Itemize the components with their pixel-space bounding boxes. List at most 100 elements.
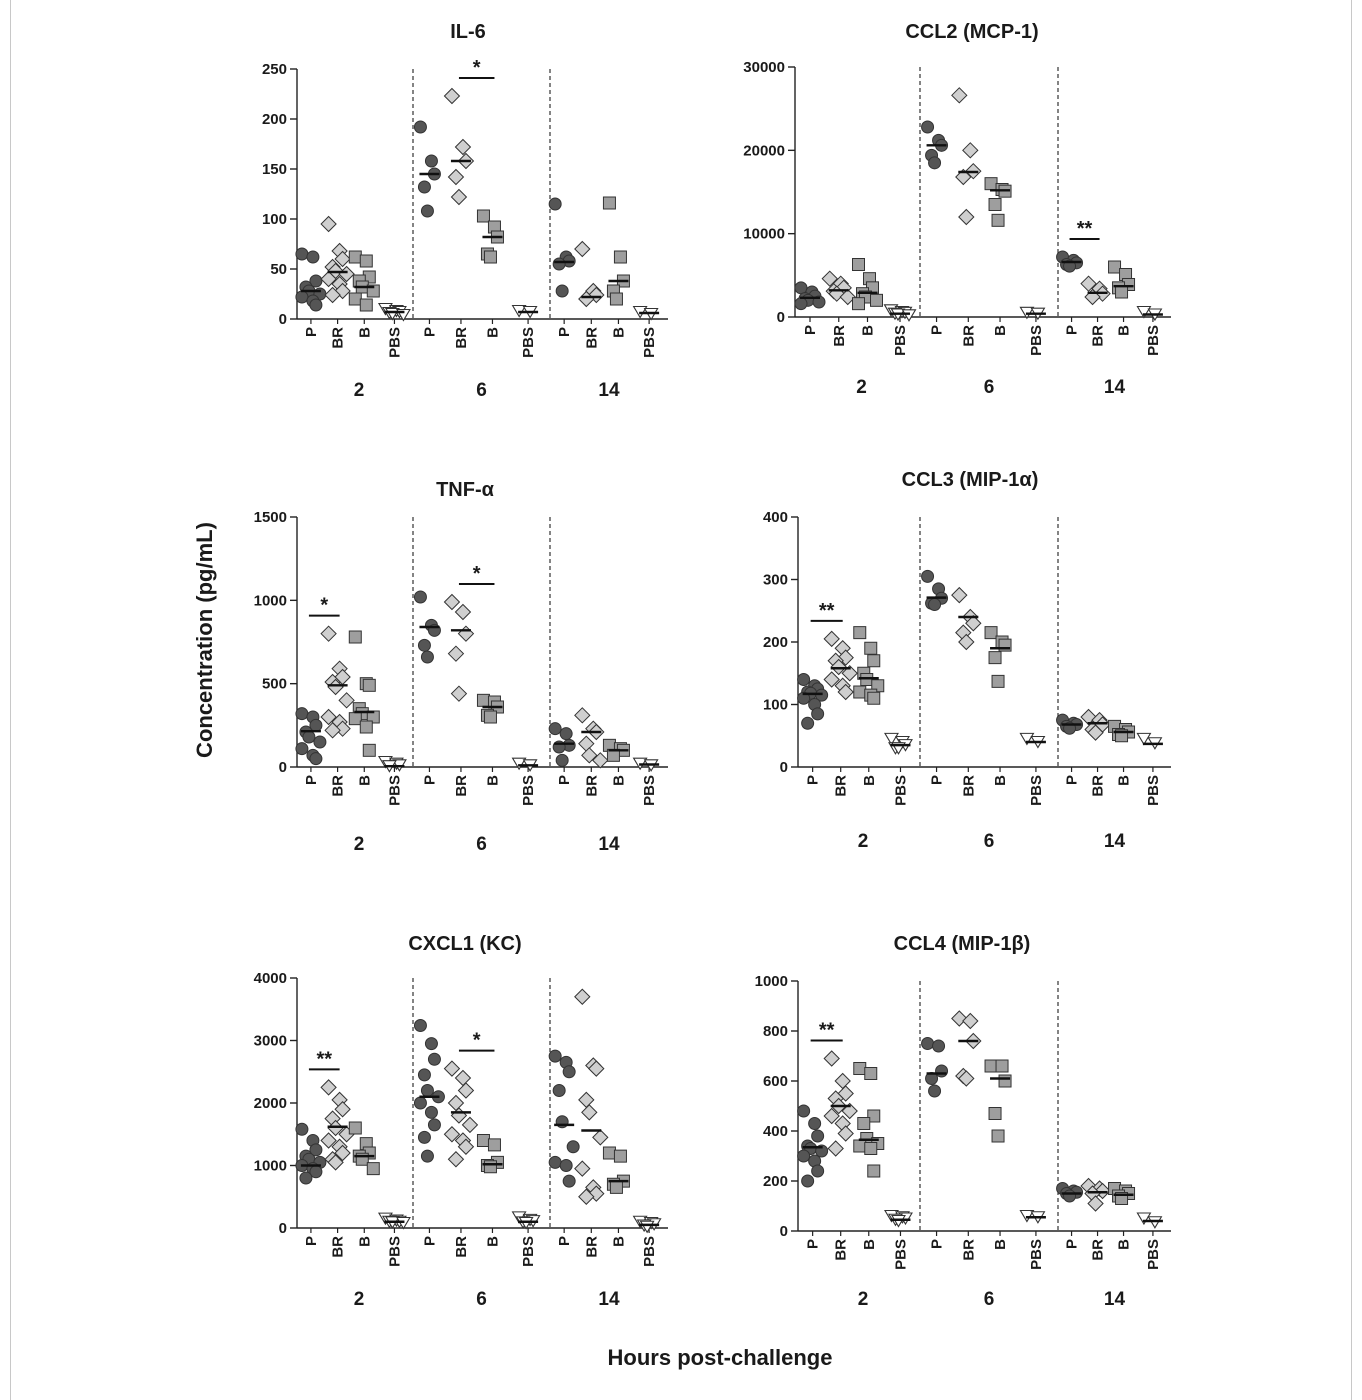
data-point [362, 678, 376, 692]
data-point [574, 707, 591, 724]
data-point [443, 87, 461, 105]
y-tick-label: 400 [763, 509, 788, 526]
timepoint-label: 6 [984, 831, 995, 852]
timepoint-label: 14 [1104, 377, 1126, 398]
y-tick-label: 100 [763, 697, 788, 714]
y-tick-label: 300 [763, 572, 788, 589]
data-point [794, 297, 808, 311]
data-point [420, 1149, 434, 1163]
data-point [483, 250, 497, 264]
data-point [1080, 275, 1097, 292]
category-label: BR [831, 325, 848, 347]
category-label: P [421, 775, 438, 785]
data-point [348, 712, 362, 726]
timepoint-label: 6 [476, 834, 487, 855]
y-tick-label: 800 [763, 1023, 788, 1040]
category-label: BR [330, 327, 347, 349]
category-label: B [1116, 775, 1133, 786]
category-label: BR [583, 1236, 600, 1258]
data-point [984, 177, 998, 191]
category-label: BR [1090, 775, 1107, 797]
data-point [574, 988, 591, 1005]
data-point [420, 1084, 434, 1097]
data-point [562, 1174, 576, 1188]
y-tick-label: 0 [279, 311, 287, 328]
data-point [417, 638, 431, 652]
data-point [548, 1049, 562, 1063]
significance-label: * [473, 57, 481, 79]
data-point [853, 1062, 867, 1075]
data-point [581, 747, 598, 764]
category-label: B [861, 1239, 878, 1250]
data-point [334, 1101, 351, 1118]
data-point [334, 250, 351, 268]
data-point [928, 1084, 942, 1098]
data-point [853, 1139, 867, 1153]
significance-label: * [473, 1030, 481, 1052]
data-point [450, 188, 468, 206]
data-point [476, 693, 490, 707]
data-point [808, 1117, 822, 1130]
data-point [801, 1174, 815, 1188]
y-tick-label: 0 [780, 1223, 788, 1240]
data-point [447, 1094, 465, 1112]
data-point [867, 691, 881, 705]
data-point [306, 250, 320, 264]
data-point [613, 1149, 627, 1163]
data-point [295, 1122, 309, 1136]
category-label: PBS [1028, 1239, 1045, 1270]
timepoint-label: 14 [598, 380, 620, 401]
data-point [413, 1019, 427, 1032]
panel-title: TNF-α [436, 479, 495, 501]
data-point [559, 727, 573, 741]
category-label: P [421, 1236, 438, 1246]
category-label: P [1064, 1239, 1081, 1249]
data-point [841, 1102, 858, 1120]
data-point [867, 1164, 881, 1178]
category-label: BR [330, 1236, 347, 1258]
data-point [450, 1107, 468, 1124]
data-point [552, 257, 566, 271]
data-point [837, 683, 854, 701]
data-point [991, 213, 1005, 227]
data-point [984, 626, 998, 640]
data-point [295, 247, 309, 261]
data-point [420, 204, 434, 218]
data-point [1136, 732, 1152, 746]
timepoint-label: 14 [1104, 1289, 1126, 1310]
data-point [962, 1012, 979, 1030]
category-label: P [303, 1236, 320, 1246]
category-label: PBS [520, 1236, 537, 1267]
data-point [602, 196, 616, 210]
figure-frame [10, 0, 1352, 1400]
data-point [348, 292, 362, 306]
data-point [457, 625, 475, 642]
data-point [476, 209, 490, 223]
data-point [988, 1107, 1002, 1120]
chart-panel: TNF-α 0 500 1000 1500 2 P BR B PBS 6 P BR B PBS 14 P BR B P… [254, 479, 668, 855]
y-tick-label: 10000 [743, 226, 785, 243]
data-point [447, 645, 465, 662]
y-tick-label: 500 [262, 676, 287, 693]
data-point [609, 292, 623, 306]
data-point [921, 120, 935, 134]
chart-panel: CCL3 (MIP-1α) 0 100 200 300 400 2 P BR B PBS 6 P BR B P… [763, 469, 1171, 852]
data-point [958, 1070, 975, 1087]
data-point [955, 168, 972, 186]
category-label: B [610, 775, 627, 786]
data-point [413, 590, 427, 604]
data-point [424, 1105, 438, 1119]
data-point [870, 293, 883, 307]
data-point [395, 1216, 411, 1230]
data-point [801, 716, 815, 730]
category-label: PBS [520, 327, 537, 358]
data-point [823, 671, 840, 688]
data-point [921, 1037, 935, 1050]
category-label: PBS [1028, 775, 1045, 806]
data-point [320, 625, 337, 642]
timepoint-label: 2 [354, 834, 365, 855]
timepoint-label: 6 [476, 380, 487, 401]
data-point [867, 1109, 881, 1123]
data-point [991, 1129, 1005, 1143]
data-point [443, 1126, 461, 1143]
